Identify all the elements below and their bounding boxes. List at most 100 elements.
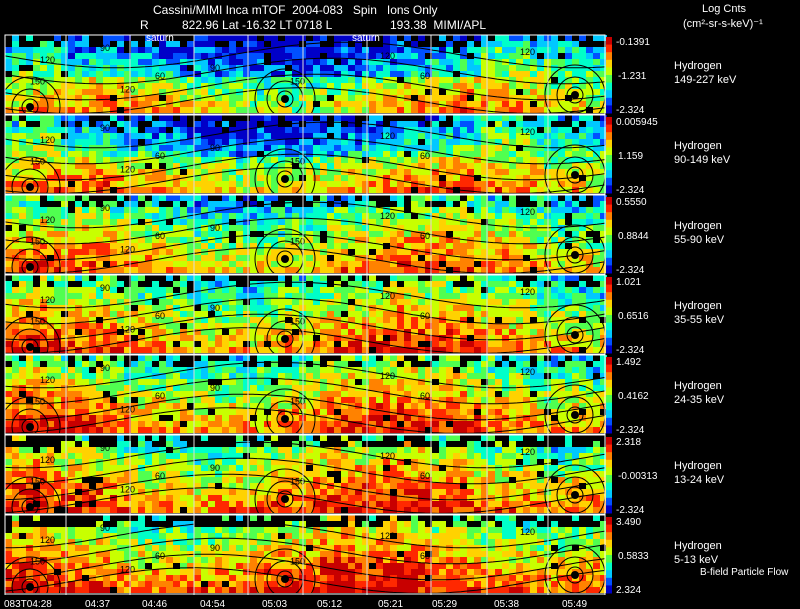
heatmap-cell: [467, 151, 474, 157]
heatmap-cell: [117, 115, 124, 121]
heatmap-cell: [390, 201, 397, 207]
heatmap-cell: [257, 71, 264, 77]
heatmap-cell: [271, 47, 278, 53]
heatmap-cell: [516, 101, 523, 107]
colorbar-segment: [606, 143, 612, 148]
heatmap-cell: [453, 207, 460, 213]
heatmap-cell: [432, 169, 439, 175]
heatmap-cell: [250, 35, 257, 41]
heatmap-cell: [166, 219, 173, 225]
contour-ring: [276, 90, 294, 108]
heatmap-cell: [68, 201, 75, 207]
heatmap-cell: [19, 77, 26, 83]
heatmap-cell: [579, 83, 586, 89]
heatmap-cell: [474, 139, 481, 145]
heatmap-cell: [488, 281, 495, 287]
heatmap-cell: [418, 169, 425, 175]
heatmap-cell: [12, 367, 19, 373]
heatmap-cell: [131, 335, 138, 341]
colorbar-segment: [606, 238, 612, 244]
heatmap-cell: [439, 47, 446, 53]
heatmap-cell: [166, 267, 173, 273]
heatmap-cell: [166, 83, 173, 89]
heatmap-cell: [173, 361, 180, 367]
heatmap-cell: [432, 305, 439, 311]
heatmap-cell: [425, 275, 432, 281]
heatmap-cell: [565, 59, 572, 65]
heatmap-cell: [341, 213, 348, 219]
heatmap-cell: [334, 77, 341, 83]
heatmap-cell: [474, 275, 481, 281]
heatmap-cell: [411, 275, 418, 281]
heatmap-cell: [96, 139, 103, 145]
heatmap-cell: [355, 287, 362, 293]
heatmap-cell: [110, 305, 117, 311]
heatmap-cell: [12, 249, 19, 255]
heatmap-cell: [404, 367, 411, 373]
heatmap-cell: [159, 133, 166, 139]
heatmap-cell: [131, 213, 138, 219]
heatmap-cell: [75, 329, 82, 335]
heatmap-cell: [404, 169, 411, 175]
heatmap-cell: [334, 151, 341, 157]
heatmap-cell: [5, 355, 12, 361]
heatmap-cell: [425, 77, 432, 83]
heatmap-cell: [96, 305, 103, 311]
heatmap-cell: [103, 89, 110, 95]
heatmap-cell: [425, 95, 432, 101]
heatmap-cell: [271, 355, 278, 361]
contour-label: 150: [30, 317, 45, 327]
heatmap-cell: [327, 323, 334, 329]
heatmap-cell: [61, 299, 68, 305]
heatmap-cell: [292, 219, 299, 225]
heatmap-cell: [229, 71, 236, 77]
heatmap-cell: [82, 219, 89, 225]
heatmap-cell: [201, 121, 208, 127]
heatmap-cell: [432, 163, 439, 169]
heatmap-cell: [306, 145, 313, 151]
heatmap-cell: [194, 53, 201, 59]
panel-1: 120906090150120601201501200.0059451.159-…: [0, 114, 731, 218]
heatmap-cell: [12, 243, 19, 249]
heatmap-cell: [439, 329, 446, 335]
heatmap-cell: [103, 323, 110, 329]
heatmap-cell: [453, 65, 460, 71]
heatmap-cell: [194, 175, 201, 181]
heatmap-cell: [313, 237, 320, 243]
heatmap-cell: [474, 305, 481, 311]
heatmap-cell: [82, 261, 89, 267]
heatmap-cell: [502, 101, 509, 107]
heatmap-cell: [446, 65, 453, 71]
heatmap-cell: [33, 77, 40, 83]
heatmap-cell: [208, 219, 215, 225]
heatmap-cell: [383, 231, 390, 237]
heatmap-cell: [12, 59, 19, 65]
heatmap-cell: [481, 243, 488, 249]
heatmap-cell: [467, 293, 474, 299]
heatmap-cell: [369, 219, 376, 225]
heatmap-cell: [530, 237, 537, 243]
heatmap-cell: [390, 65, 397, 71]
heatmap-cell: [166, 261, 173, 267]
heatmap-cell: [194, 145, 201, 151]
heatmap-cell: [180, 139, 187, 145]
heatmap-cell: [250, 65, 257, 71]
heatmap-cell: [495, 35, 502, 41]
heatmap-cell: [474, 249, 481, 255]
heatmap-cell: [397, 201, 404, 207]
heatmap-cell: [103, 41, 110, 47]
heatmap-cell: [152, 145, 159, 151]
heatmap-cell: [509, 77, 516, 83]
heatmap-cell: [215, 293, 222, 299]
heatmap-cell: [236, 267, 243, 273]
heatmap-cell: [481, 127, 488, 133]
heatmap-cell: [124, 157, 131, 163]
heatmap-cell: [509, 169, 516, 175]
heatmap-cell: [320, 207, 327, 213]
heatmap-cell: [425, 317, 432, 323]
heatmap-cell: [362, 347, 369, 353]
heatmap-cell: [173, 275, 180, 281]
heatmap-cell: [173, 115, 180, 121]
heatmap-cell: [187, 187, 194, 193]
heatmap-cell: [509, 53, 516, 59]
